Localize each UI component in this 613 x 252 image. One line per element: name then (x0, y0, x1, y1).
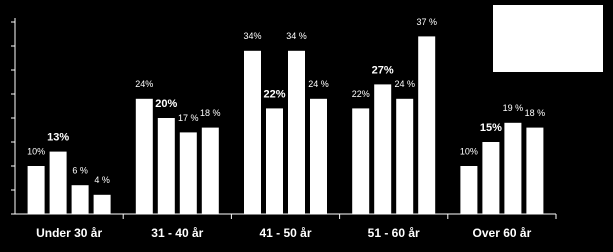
value-label: 22% (263, 88, 285, 100)
bar (266, 108, 283, 214)
bar (49, 151, 67, 214)
legend-box (493, 5, 603, 72)
value-label: 18 % (200, 108, 221, 118)
value-label: 13% (47, 132, 69, 144)
value-label: 24% (135, 79, 153, 89)
x-tick-label: 51 - 60 år (368, 226, 420, 240)
bar (135, 98, 153, 214)
bar (396, 98, 414, 214)
value-label: 10% (27, 146, 45, 156)
value-label: 27% (372, 64, 394, 76)
bar (157, 118, 175, 214)
bar (418, 36, 436, 215)
bar (201, 127, 219, 214)
bar (244, 50, 261, 214)
value-label: 19 % (503, 103, 524, 113)
x-tick-label: Under 30 år (36, 226, 102, 240)
value-label: 24 % (394, 79, 415, 89)
value-label: 34% (243, 31, 261, 41)
value-label: 18 % (525, 108, 546, 118)
value-label: 10% (460, 146, 478, 156)
x-tick-label: Over 60 år (473, 226, 532, 240)
value-label: 20% (155, 98, 177, 110)
value-label: 37 % (416, 17, 437, 27)
value-label: 6 % (72, 166, 88, 176)
bar (482, 142, 500, 214)
value-label: 17 % (178, 113, 199, 123)
bar (179, 132, 197, 214)
bar (27, 166, 45, 214)
x-tick-label: 31 - 40 år (151, 226, 203, 240)
value-label: 24 % (308, 79, 329, 89)
x-tick-label: 41 - 50 år (259, 226, 311, 240)
bar (352, 108, 370, 214)
value-label: 34 % (286, 31, 307, 41)
bar (71, 185, 89, 214)
bar (93, 194, 111, 214)
value-label: 15% (480, 122, 502, 134)
bar (288, 50, 305, 214)
bar (310, 98, 327, 214)
bar (526, 127, 544, 214)
value-label: 22% (352, 89, 370, 99)
value-label: 4 % (94, 175, 110, 185)
bar (460, 166, 478, 214)
bar (504, 122, 522, 214)
bar (374, 84, 392, 215)
